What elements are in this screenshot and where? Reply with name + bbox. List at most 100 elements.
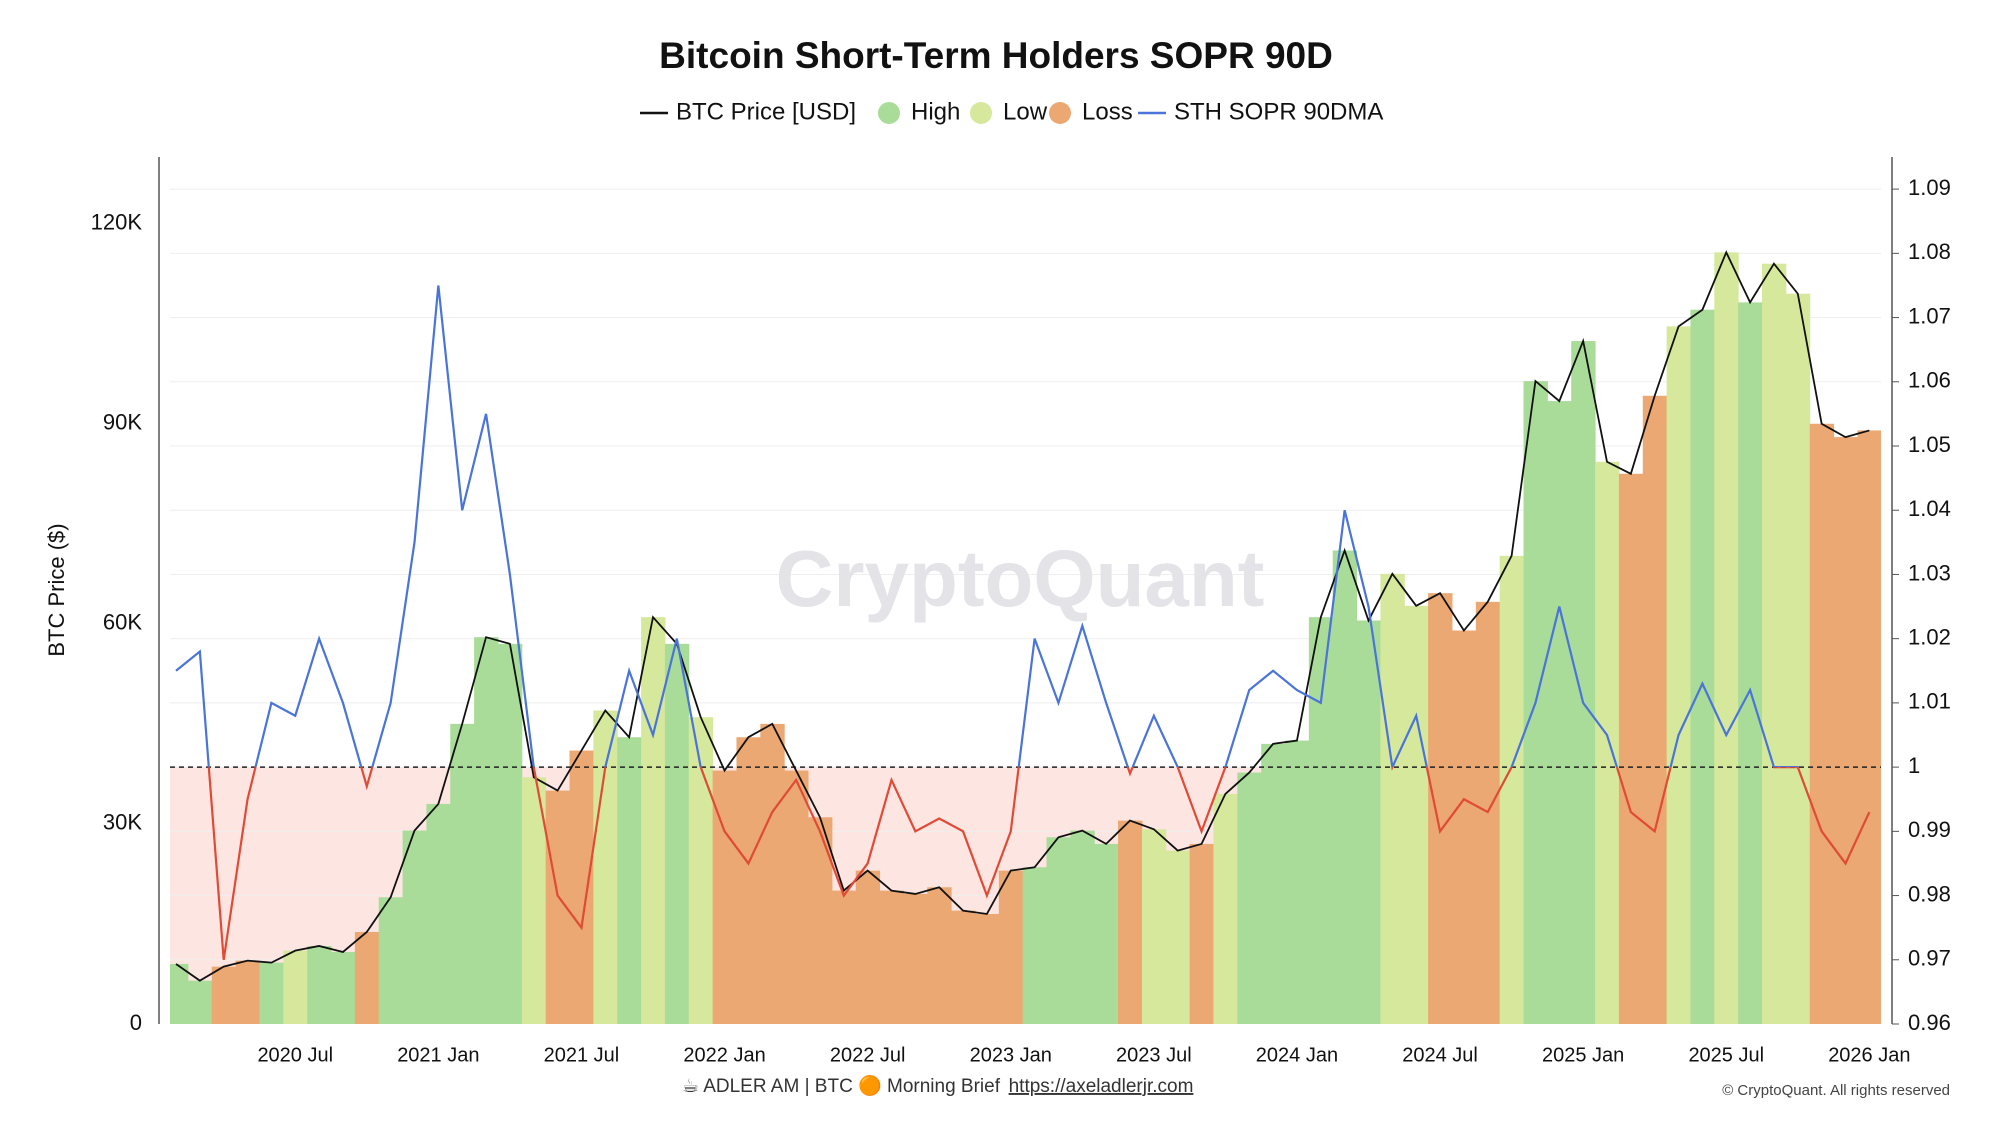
x-tick-label: 2023 Jan bbox=[970, 1044, 1052, 1066]
regime-bar bbox=[1213, 793, 1238, 1024]
chart-title: Bitcoin Short-Term Holders SOPR 90D bbox=[659, 35, 1333, 76]
regime-bar bbox=[211, 966, 237, 1024]
regime-bar bbox=[760, 723, 785, 1024]
regime-bar bbox=[641, 617, 666, 1024]
regime-bar bbox=[1762, 263, 1787, 1024]
legend-label: Low bbox=[1003, 98, 1048, 125]
regime-bar bbox=[593, 710, 618, 1024]
x-tick-label: 2024 Jan bbox=[1256, 1044, 1338, 1066]
regime-bar bbox=[974, 913, 1000, 1024]
regime-bar bbox=[1642, 395, 1668, 1024]
legend-label: STH SOPR 90DMA bbox=[1174, 98, 1383, 125]
regime-bar bbox=[664, 643, 690, 1024]
regime-bar bbox=[1499, 555, 1525, 1024]
regime-bar bbox=[1189, 843, 1214, 1024]
legend-swatch bbox=[1049, 102, 1071, 124]
price-line bbox=[175, 250, 1870, 982]
legend-swatch bbox=[878, 102, 900, 124]
regime-bar bbox=[1404, 605, 1429, 1024]
regime-bar bbox=[1428, 593, 1453, 1024]
y2-tick-label: 1.09 bbox=[1908, 175, 1951, 200]
regime-bar bbox=[1237, 772, 1262, 1024]
legend-swatch bbox=[970, 102, 992, 124]
regime-bar bbox=[1165, 850, 1191, 1024]
y2-tick-label: 1.03 bbox=[1908, 560, 1951, 585]
regime-bar bbox=[1785, 293, 1811, 1024]
regime-bar bbox=[1141, 829, 1167, 1024]
regime-bar bbox=[474, 637, 499, 1024]
legend-label: Loss bbox=[1082, 98, 1133, 125]
y-tick-label: 30K bbox=[103, 810, 142, 835]
x-tick-label: 2022 Jul bbox=[830, 1044, 906, 1066]
y2-tick-label: 1.08 bbox=[1908, 239, 1951, 264]
footer: ☕ ADLER AM | BTC 🟠 Morning Brief bbox=[682, 1074, 1001, 1097]
x-tick-label: 2026 Jan bbox=[1828, 1044, 1910, 1066]
y2-tick-label: 0.96 bbox=[1908, 1010, 1951, 1035]
regime-bar bbox=[1046, 837, 1071, 1024]
regime-bar bbox=[808, 817, 833, 1024]
y2-tick-label: 1 bbox=[1908, 753, 1920, 778]
x-tick-label: 2023 Jul bbox=[1116, 1044, 1192, 1066]
y2-tick-label: 1.02 bbox=[1908, 624, 1951, 649]
regime-bar bbox=[450, 723, 475, 1024]
footer-link[interactable]: https://axeladlerjr.com bbox=[1009, 1076, 1194, 1097]
regime-bar bbox=[1070, 830, 1095, 1024]
y2-tick-label: 1.04 bbox=[1908, 496, 1951, 521]
regime-bar bbox=[1380, 573, 1405, 1024]
regime-bar bbox=[879, 890, 904, 1024]
regime-bar bbox=[331, 951, 356, 1024]
y-axis-title: BTC Price ($) bbox=[44, 523, 69, 656]
regime-bar bbox=[1118, 820, 1143, 1024]
sopr-above bbox=[175, 285, 1799, 768]
regime-bar bbox=[1356, 620, 1381, 1024]
regime-bar bbox=[1261, 743, 1286, 1024]
regime-bar bbox=[998, 870, 1024, 1024]
regime-bar bbox=[426, 803, 451, 1024]
regime-bar bbox=[1285, 740, 1310, 1024]
y-tick-label: 0 bbox=[130, 1010, 142, 1035]
x-tick-label: 2020 Jul bbox=[257, 1044, 333, 1066]
regime-bar bbox=[1022, 867, 1048, 1024]
regime-bar bbox=[170, 963, 189, 1024]
y2-tick-label: 0.99 bbox=[1908, 817, 1951, 842]
legend-label: High bbox=[911, 98, 960, 125]
regime-bar bbox=[1571, 341, 1596, 1024]
y-tick-label: 90K bbox=[103, 410, 142, 435]
regime-bar bbox=[1595, 461, 1620, 1024]
x-tick-label: 2021 Jan bbox=[397, 1044, 479, 1066]
y2-tick-label: 1.06 bbox=[1908, 368, 1951, 393]
regime-bar bbox=[521, 777, 547, 1024]
regime-bar bbox=[1857, 430, 1881, 1024]
regime-bar bbox=[831, 890, 857, 1024]
regime-bar bbox=[1618, 473, 1644, 1024]
regime-bar bbox=[402, 830, 427, 1024]
regime-bar bbox=[927, 887, 952, 1024]
y2-tick-label: 1.07 bbox=[1908, 303, 1951, 328]
regime-bar bbox=[951, 910, 976, 1024]
plot-area bbox=[170, 188, 1881, 1024]
regime-bar bbox=[187, 980, 213, 1024]
regime-bar bbox=[1690, 309, 1715, 1024]
regime-bar bbox=[235, 960, 260, 1024]
x-tick-label: 2022 Jan bbox=[683, 1044, 765, 1066]
y-tick-label: 120K bbox=[91, 210, 143, 235]
y2-tick-label: 1.01 bbox=[1908, 689, 1951, 714]
regime-bar bbox=[569, 750, 594, 1024]
regime-bar bbox=[259, 962, 284, 1024]
legend: BTC Price [USD] High Low Loss STH SOPR 90DMA bbox=[640, 98, 1383, 125]
regime-bar bbox=[617, 737, 642, 1024]
y-tick-label: 60K bbox=[103, 610, 142, 635]
regime-bar bbox=[1094, 843, 1119, 1024]
regime-bar bbox=[354, 931, 380, 1024]
regime-bar bbox=[784, 770, 809, 1024]
x-tick-label: 2025 Jan bbox=[1542, 1044, 1624, 1066]
regime-bar bbox=[378, 897, 404, 1024]
regime-bar bbox=[307, 945, 332, 1024]
regime-bar bbox=[1308, 617, 1334, 1024]
regime-bar bbox=[903, 893, 928, 1024]
regime-bar bbox=[1714, 252, 1739, 1024]
y2-tick-label: 0.98 bbox=[1908, 881, 1951, 906]
regime-bar bbox=[1451, 630, 1477, 1024]
